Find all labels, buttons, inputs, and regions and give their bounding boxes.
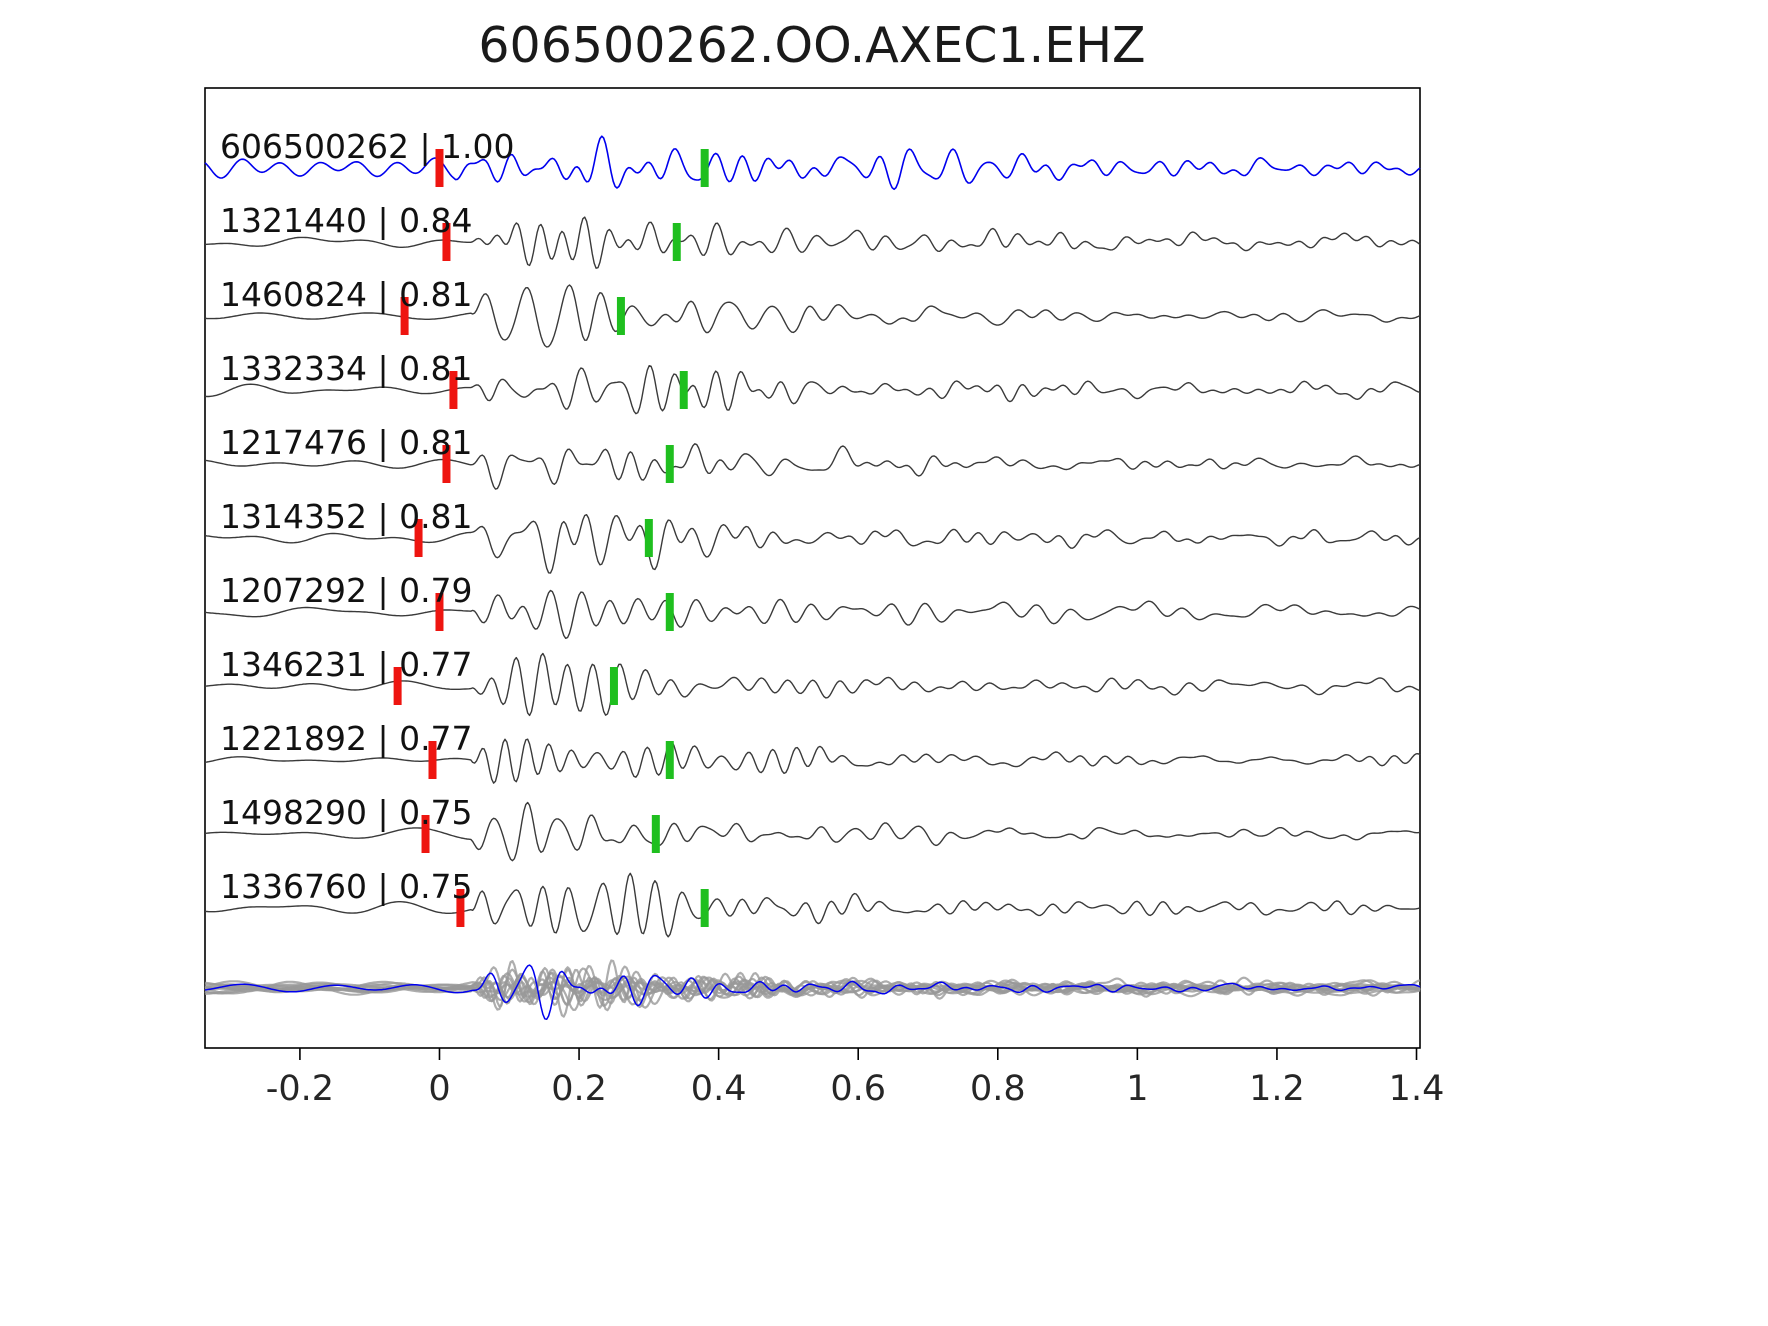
stack-trace-line xyxy=(204,967,1421,1003)
x-tick-label: 1.4 xyxy=(1389,1069,1445,1109)
trace-label: 1221892 | 0.77 xyxy=(220,719,473,758)
x-tick-label: 0.8 xyxy=(970,1069,1026,1109)
trace-line xyxy=(204,801,1421,862)
trace-label: 1460824 | 0.81 xyxy=(220,275,473,314)
x-tick-label: 0.4 xyxy=(691,1069,747,1109)
trace-line xyxy=(204,514,1421,574)
trace-label: 606500262 | 1.00 xyxy=(220,127,515,166)
x-tick-label: 0.6 xyxy=(830,1069,886,1109)
trace-label: 1321440 | 0.84 xyxy=(220,201,473,240)
trace-line xyxy=(204,443,1421,490)
trace-line xyxy=(204,872,1421,938)
plot-area: -0.2 0 0.2 0.4 0.6 0.8 1 1.2 1.4 606500262 | 1.00… xyxy=(204,87,1445,1109)
stack-trace-line xyxy=(204,968,1421,1018)
trace-line xyxy=(204,365,1421,415)
stack-trace-line xyxy=(204,966,1421,1005)
trace-label: 1346231 | 0.77 xyxy=(220,645,473,684)
trace-label: 1498290 | 0.75 xyxy=(220,793,473,832)
trace-line xyxy=(204,135,1421,191)
trace-label: 1332334 | 0.81 xyxy=(220,349,473,388)
x-tick-label: 0.2 xyxy=(551,1069,607,1109)
chart-title: 606500262.OO.AXEC1.EHZ xyxy=(478,17,1145,74)
trace-label: 1207292 | 0.79 xyxy=(220,571,473,610)
trace-line xyxy=(204,216,1421,269)
x-tick-label: 0 xyxy=(428,1069,450,1109)
trace-label: 1217476 | 0.81 xyxy=(220,423,473,462)
trace-line xyxy=(204,652,1421,717)
x-tick-label: 1.2 xyxy=(1249,1069,1305,1109)
x-tick-label: 1 xyxy=(1126,1069,1148,1109)
trace-label: 1314352 | 0.81 xyxy=(220,497,473,536)
trace-line xyxy=(204,589,1421,639)
stack-overlay-line xyxy=(204,964,1421,1021)
axes-box xyxy=(204,87,1421,1049)
trace-label: 1336760 | 0.75 xyxy=(220,867,473,906)
trace-line xyxy=(204,738,1421,784)
x-tick-label: -0.2 xyxy=(266,1069,334,1109)
